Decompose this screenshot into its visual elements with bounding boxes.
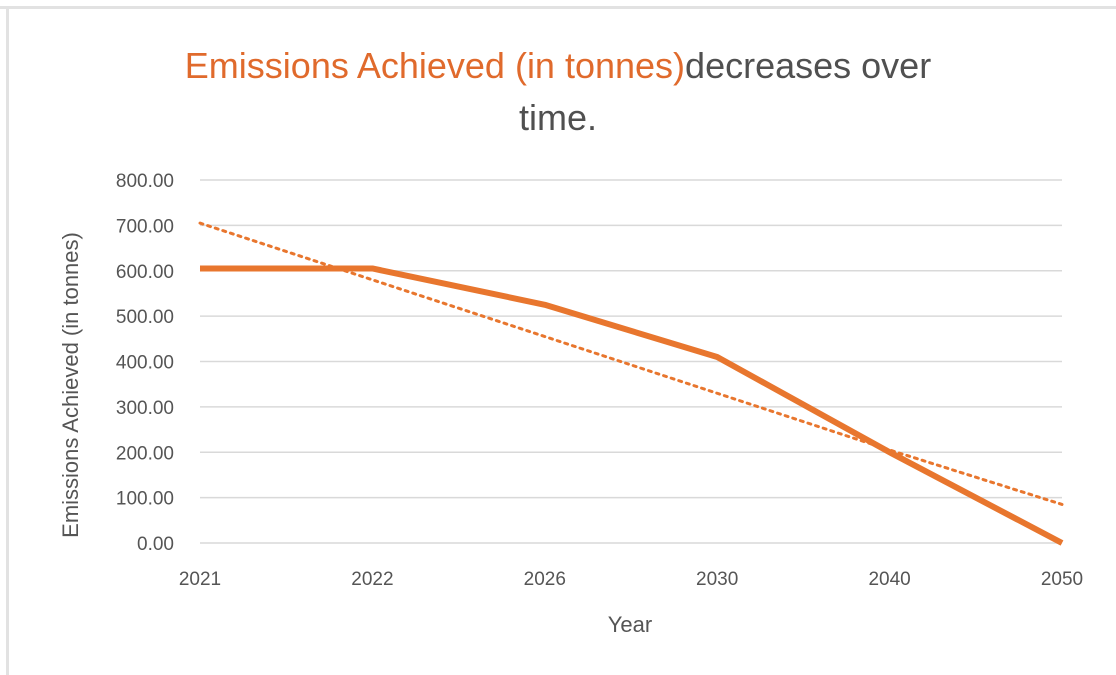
y-axis-title: Emissions Achieved (in tonnes) [58,232,83,538]
y-tick-labels: 0.00 100.00 200.00 300.00 400.00 500.00 600.00… [116,171,174,555]
y-tick-label: 0.00 [137,534,174,555]
chart-title-line2: time. [518,97,597,138]
x-tick-label: 2026 [524,569,566,590]
chart-title: Emissions Achieved (in tonnes)decreases … [0,40,1116,144]
x-axis-title: Year [608,612,652,637]
trendline [198,221,1064,506]
y-tick-label: 600.00 [116,262,174,283]
y-tick-label: 700.00 [116,216,174,237]
x-tick-label: 2050 [1041,569,1083,590]
y-tick-label: 800.00 [116,171,174,192]
frame-left-border [6,6,9,675]
x-tick-label: 2030 [696,569,738,590]
x-tick-labels: 2021 2022 2026 2030 2040 2050 [179,569,1083,590]
y-tick-label: 200.00 [116,443,174,464]
frame-top-border [0,6,1116,9]
x-tick-label: 2022 [351,569,393,590]
y-tick-label: 400.00 [116,353,174,374]
y-tick-label: 300.00 [116,398,174,419]
y-tick-label: 100.00 [116,489,174,510]
y-tick-label: 500.00 [116,307,174,328]
x-tick-label: 2040 [868,569,910,590]
trendline-layer [198,221,1064,506]
x-tick-label: 2021 [179,569,221,590]
chart-title-highlight: Emissions Achieved (in tonnes) [184,45,686,86]
series-line [200,265,1064,546]
chart-title-rest: decreases over [685,45,932,86]
gridlines [200,179,1062,544]
series-layer [199,265,1064,546]
